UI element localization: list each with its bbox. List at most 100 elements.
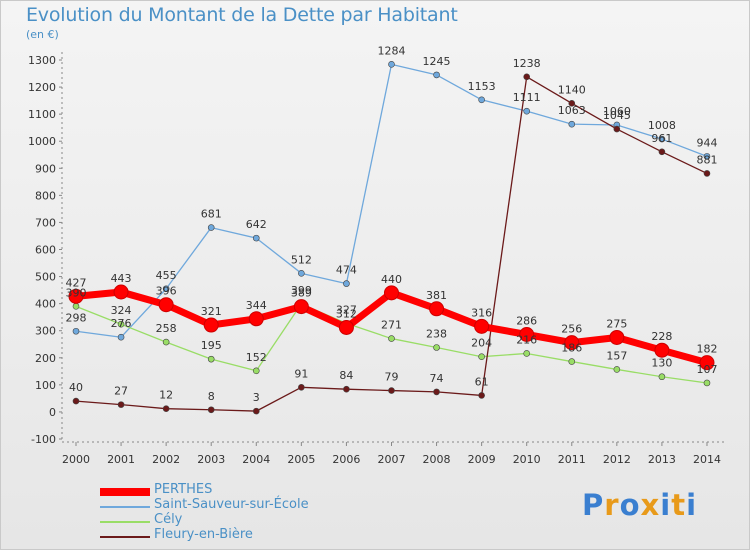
proxiti-logo: Proxiti	[582, 488, 698, 522]
data-point	[252, 367, 260, 375]
data-label: 186	[561, 342, 582, 355]
data-point	[654, 342, 670, 358]
data-point	[519, 327, 535, 343]
legend-label: Cély	[154, 512, 183, 527]
data-point	[433, 388, 440, 396]
data-point	[388, 387, 395, 394]
data-point	[474, 318, 490, 334]
data-point	[117, 320, 125, 328]
data-label: 389	[291, 287, 312, 300]
data-point	[703, 379, 711, 387]
legend-label: PERTHES	[154, 482, 213, 497]
y-tick-label: -100	[31, 433, 56, 446]
data-point	[162, 285, 170, 293]
data-point	[429, 301, 445, 317]
data-label: 276	[111, 317, 132, 330]
data-label: 512	[291, 253, 312, 266]
data-point	[68, 288, 84, 304]
legend-swatch	[100, 506, 150, 508]
x-tick-label: 2013	[648, 453, 676, 466]
data-point	[523, 73, 531, 81]
x-tick-label: 2009	[468, 453, 496, 466]
data-point	[388, 61, 395, 68]
data-point	[338, 319, 354, 335]
data-point	[207, 224, 215, 231]
data-point	[343, 280, 350, 287]
data-point	[613, 366, 621, 373]
data-label: 1153	[468, 80, 496, 93]
data-label: 195	[201, 339, 222, 352]
data-label: 1063	[558, 104, 586, 117]
x-tick-label: 2002	[152, 453, 180, 466]
data-point	[158, 297, 174, 313]
data-label: 396	[156, 285, 177, 298]
data-point	[252, 407, 260, 415]
data-label: 1245	[423, 55, 451, 68]
y-tick-label: 500	[35, 271, 56, 284]
data-point	[298, 383, 305, 391]
y-tick-label: 800	[35, 189, 56, 202]
data-label: 74	[430, 372, 444, 385]
data-label: 681	[201, 208, 222, 221]
data-label: 455	[156, 269, 177, 282]
x-tick-label: 2006	[332, 453, 360, 466]
y-tick-label: 600	[35, 244, 56, 257]
data-label: 312	[336, 307, 357, 320]
y-tick-label: 1100	[28, 108, 56, 121]
data-point	[568, 358, 576, 365]
data-label: 228	[651, 330, 672, 343]
data-point	[568, 120, 576, 128]
data-label: 79	[384, 371, 398, 384]
data-label: 324	[111, 304, 132, 317]
data-point	[478, 96, 485, 104]
data-label: 130	[651, 357, 672, 370]
y-tick-label: 1300	[28, 54, 56, 67]
x-tick-label: 2004	[242, 453, 270, 466]
data-label: 961	[651, 132, 672, 145]
data-label: 1045	[603, 109, 631, 122]
data-label: 443	[111, 272, 132, 285]
data-point	[523, 107, 531, 115]
data-label: 216	[516, 333, 537, 346]
data-label: 271	[381, 319, 402, 332]
x-tick-label: 2008	[423, 453, 451, 466]
data-label: 321	[201, 305, 222, 318]
data-point	[162, 405, 170, 412]
data-point	[113, 284, 129, 300]
data-label: 316	[471, 306, 492, 319]
legend-swatch	[100, 521, 150, 523]
data-point	[298, 270, 305, 277]
legend-label: Saint-Sauveur-sur-École	[154, 497, 309, 512]
data-point	[703, 153, 711, 160]
data-label: 157	[606, 349, 627, 362]
data-point	[72, 327, 80, 335]
x-tick-label: 2012	[603, 453, 631, 466]
data-point	[72, 397, 80, 405]
y-tick-label: 1000	[28, 135, 56, 148]
data-label: 204	[471, 337, 492, 350]
data-point	[117, 401, 125, 408]
data-point	[207, 406, 215, 414]
data-label: 344	[246, 299, 267, 312]
data-point	[658, 148, 666, 156]
x-tick-label: 2000	[62, 453, 90, 466]
data-point	[433, 344, 440, 351]
data-label: 381	[426, 289, 447, 302]
data-point	[568, 100, 576, 107]
data-point	[203, 317, 219, 333]
legend-swatch	[100, 536, 150, 538]
x-tick-label: 2010	[513, 453, 541, 466]
chart-subtitle: (en €)	[26, 28, 59, 41]
data-label: 152	[246, 351, 267, 364]
data-point	[383, 285, 399, 301]
data-label: 40	[69, 381, 83, 394]
data-label: 1284	[377, 44, 405, 57]
data-label: 275	[606, 317, 627, 330]
data-label: 3	[253, 391, 260, 404]
data-label: 474	[336, 264, 357, 277]
data-point	[252, 234, 260, 242]
data-label: 642	[246, 218, 267, 231]
data-point	[248, 311, 264, 327]
data-label: 390	[66, 286, 87, 299]
